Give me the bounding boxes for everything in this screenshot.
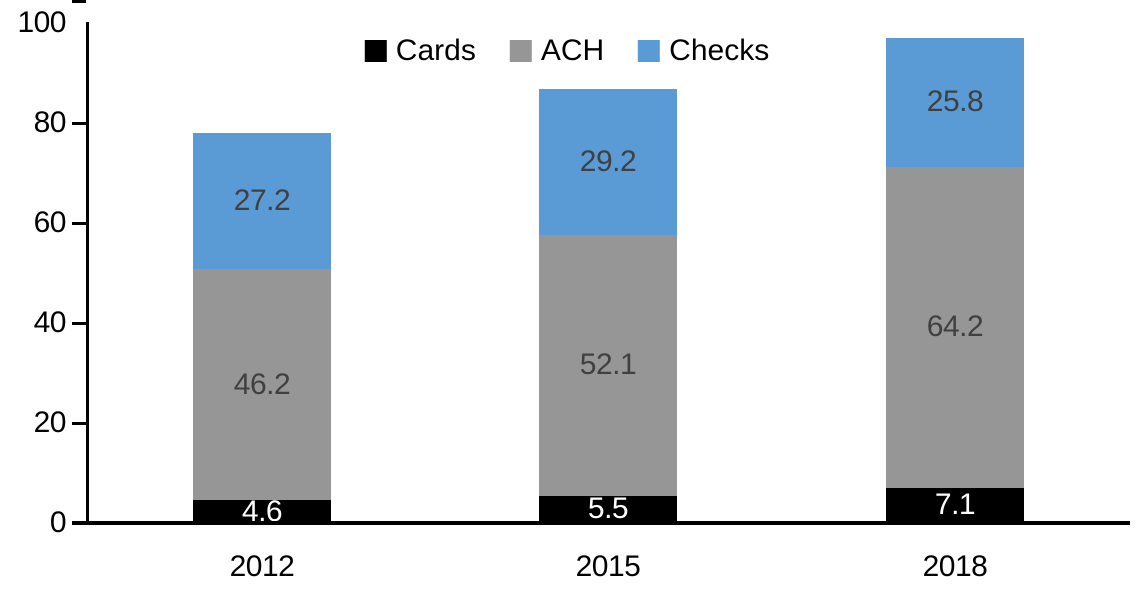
legend-label-ach: ACH <box>540 34 605 67</box>
legend-swatch-checks <box>638 40 661 62</box>
bar-segment-ach-2012: 46.2 <box>193 269 331 500</box>
x-axis-category-label: 2012 <box>229 550 295 583</box>
legend-item-cards: Cards <box>364 34 476 67</box>
bar-value-label: 52.1 <box>579 348 637 382</box>
bar-segment-checks-2012: 27.2 <box>193 133 331 269</box>
y-axis-tick-label: 0 <box>49 506 67 539</box>
y-axis-tick-label: 80 <box>33 106 67 139</box>
y-axis-tick <box>72 122 86 125</box>
y-axis-tick <box>72 322 86 325</box>
bar-value-label: 46.2 <box>233 367 291 401</box>
bar-segment-ach-2015: 52.1 <box>539 235 677 496</box>
legend-label-checks: Checks <box>669 34 770 67</box>
y-axis-tick <box>72 222 86 225</box>
bar-segment-cards-2015: 5.5 <box>539 492 677 526</box>
legend-label-cards: Cards <box>395 34 476 67</box>
bar-segment-checks-2018: 25.8 <box>886 37 1024 167</box>
y-axis-tick-label: 40 <box>33 306 67 339</box>
legend-item-ach: ACH <box>509 34 605 67</box>
bar-value-label: 7.1 <box>934 488 976 522</box>
bar-segment-checks-2015: 29.2 <box>539 89 677 235</box>
y-axis-tick-label: 100 <box>17 6 66 39</box>
x-axis-line <box>72 521 1130 525</box>
bar-segment-cards-2012: 4.6 <box>193 496 331 526</box>
bar-value-label: 5.5 <box>587 492 629 526</box>
y-axis-tick-label: 60 <box>33 206 67 239</box>
bar-segment-cards-2018: 7.1 <box>886 487 1024 523</box>
bar-value-label: 27.2 <box>233 184 291 217</box>
legend-swatch-cards <box>364 40 387 62</box>
y-axis-tick <box>72 0 86 3</box>
bar-segment-ach-2018: 64.2 <box>886 166 1024 488</box>
bar-value-label: 29.2 <box>579 145 637 178</box>
y-axis-tick-label: 20 <box>33 406 67 439</box>
bar-value-label: 64.2 <box>926 310 984 343</box>
y-axis-line <box>86 22 89 525</box>
bar-value-label: 25.8 <box>926 85 984 118</box>
x-axis-category-label: 2015 <box>575 550 641 583</box>
chart-legend: Cards ACH Checks <box>364 34 769 67</box>
y-axis-tick <box>72 422 86 425</box>
legend-swatch-ach <box>509 40 532 62</box>
legend-item-checks: Checks <box>638 36 769 66</box>
x-axis-category-label: 2018 <box>922 550 988 583</box>
